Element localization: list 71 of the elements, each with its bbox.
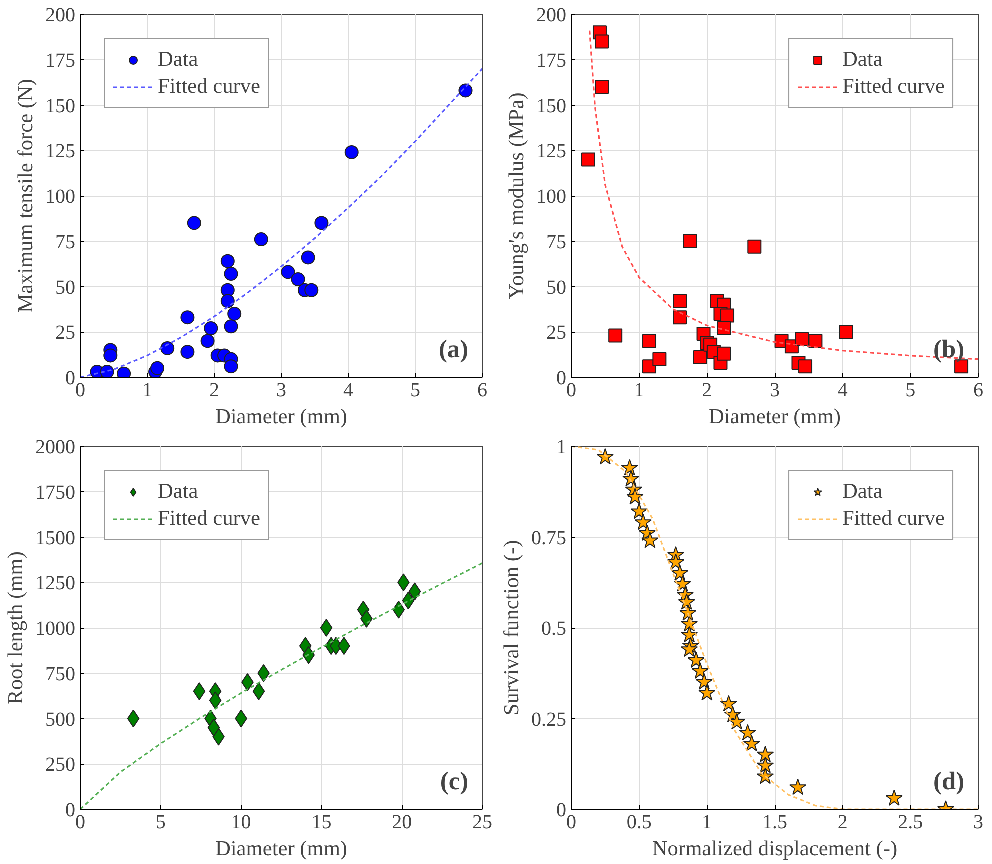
y-tick-label: 75: [546, 231, 566, 254]
y-tick-label: 150: [46, 95, 76, 118]
y-tick-label: 2000: [36, 436, 76, 458]
y-tick-label: 100: [536, 186, 566, 208]
legend-label: Data: [158, 479, 198, 504]
y-tick-label: 0.5: [542, 618, 566, 640]
x-tick-label: 1: [142, 380, 152, 402]
y-tick-label: 1750: [36, 482, 76, 504]
x-tick-label: 25: [472, 812, 492, 834]
x-tick-label: 5: [156, 812, 166, 834]
annotation: (b): [934, 336, 965, 364]
y-tick-label: 50: [546, 276, 566, 299]
y-tick-label: 25: [56, 322, 76, 344]
y-tick-label: 125: [536, 140, 566, 163]
y-tick-label: 100: [46, 186, 76, 208]
y-tick-label: 1: [556, 436, 566, 458]
y-tick-label: 200: [536, 4, 566, 26]
x-tick-label: 1: [634, 380, 644, 402]
x-tick-label: 2: [210, 380, 220, 402]
annotation: (c): [440, 768, 469, 796]
x-tick-label: 15: [312, 812, 332, 834]
y-tick-label: 750: [46, 663, 76, 686]
y-axis-title: Root length (mm): [4, 552, 28, 704]
x-tick-label: 3: [276, 380, 286, 402]
y-axis-title: Young's modulus (MPa): [504, 92, 528, 300]
x-axis-title: Diameter (mm): [215, 404, 348, 428]
x-tick-label: 1: [702, 812, 712, 834]
y-tick-label: 125: [46, 140, 76, 163]
legend-label: Data: [842, 47, 883, 72]
x-tick-label: 0.5: [626, 812, 652, 834]
x-tick-label: 2: [838, 812, 848, 834]
x-tick-label: 4: [838, 380, 848, 402]
x-tick-label: 6: [478, 380, 488, 402]
y-tick-label: 0.25: [532, 708, 566, 731]
y-tick-label: 1500: [36, 527, 76, 550]
x-tick-label: 5: [410, 380, 420, 402]
x-axis-title: Normalized displacement (-): [652, 836, 898, 860]
legend-label: Fitted curve: [158, 506, 260, 531]
x-tick-label: 20: [392, 812, 412, 834]
y-tick-label: 200: [46, 4, 76, 26]
x-tick-label: 1.5: [762, 812, 788, 834]
x-tick-label: 10: [231, 812, 252, 834]
y-tick-label: 1000: [36, 618, 76, 640]
annotation: (a): [438, 336, 469, 364]
x-tick-label: 5: [906, 380, 916, 402]
legend-label: Data: [842, 479, 883, 504]
y-tick-label: 250: [46, 754, 76, 776]
x-tick-label: 2: [702, 380, 712, 402]
x-tick-label: 4: [344, 380, 354, 402]
x-tick-label: 6: [974, 380, 984, 402]
y-tick-label: 500: [46, 708, 76, 731]
legend-label: Data: [158, 47, 198, 72]
x-axis-title: Diameter (mm): [215, 836, 348, 860]
x-axis-title: Diameter (mm): [708, 404, 842, 428]
y-tick-label: 175: [536, 50, 566, 72]
legend-label: Fitted curve: [842, 506, 945, 531]
legend-label: Fitted curve: [158, 74, 260, 99]
x-tick-label: 2.5: [898, 812, 924, 834]
y-tick-label: 50: [56, 276, 76, 299]
y-axis-title: Maximum tensile force (N): [14, 79, 38, 313]
y-tick-label: 25: [546, 322, 566, 344]
annotation: (d): [934, 768, 965, 796]
y-tick-label: 1250: [36, 572, 76, 595]
x-tick-label: 3: [770, 380, 780, 402]
y-tick-label: 175: [46, 50, 76, 72]
y-tick-label: 0.75: [532, 527, 566, 550]
x-tick-label: 3: [974, 812, 984, 834]
y-tick-label: 75: [56, 231, 76, 254]
y-axis-title: Survival function (-): [500, 540, 524, 716]
y-tick-label: 150: [536, 95, 566, 118]
legend-label: Fitted curve: [842, 74, 945, 99]
